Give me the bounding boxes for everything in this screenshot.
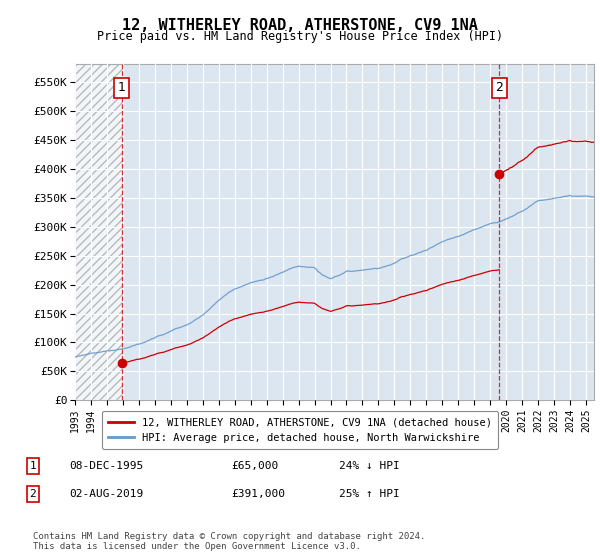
Text: £65,000: £65,000: [231, 461, 278, 471]
Text: Price paid vs. HM Land Registry's House Price Index (HPI): Price paid vs. HM Land Registry's House …: [97, 30, 503, 43]
Text: 24% ↓ HPI: 24% ↓ HPI: [339, 461, 400, 471]
Text: Contains HM Land Registry data © Crown copyright and database right 2024.
This d: Contains HM Land Registry data © Crown c…: [33, 532, 425, 552]
Text: 08-DEC-1995: 08-DEC-1995: [69, 461, 143, 471]
Bar: [75, 64, 122, 400]
Text: 2: 2: [496, 81, 503, 95]
Text: 2: 2: [29, 489, 37, 499]
Text: 1: 1: [29, 461, 37, 471]
Text: 25% ↑ HPI: 25% ↑ HPI: [339, 489, 400, 499]
Text: 12, WITHERLEY ROAD, ATHERSTONE, CV9 1NA: 12, WITHERLEY ROAD, ATHERSTONE, CV9 1NA: [122, 18, 478, 32]
Text: 02-AUG-2019: 02-AUG-2019: [69, 489, 143, 499]
Text: £391,000: £391,000: [231, 489, 285, 499]
Legend: 12, WITHERLEY ROAD, ATHERSTONE, CV9 1NA (detached house), HPI: Average price, de: 12, WITHERLEY ROAD, ATHERSTONE, CV9 1NA …: [101, 411, 499, 449]
Text: 1: 1: [118, 81, 126, 95]
